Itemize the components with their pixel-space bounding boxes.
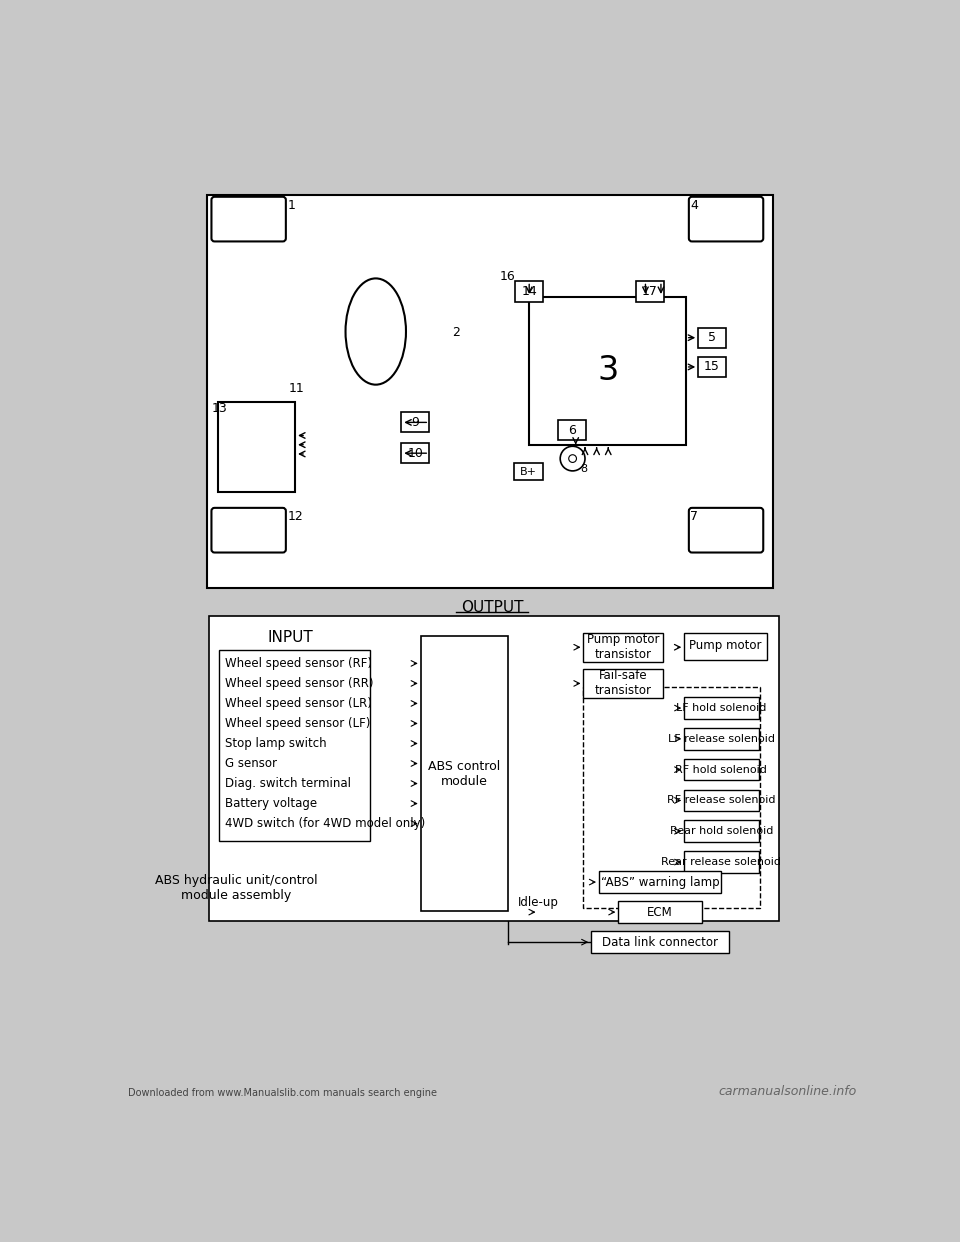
Text: 13: 13 [211,402,228,415]
Text: Pump motor: Pump motor [689,640,761,652]
Text: Wheel speed sensor (LR): Wheel speed sensor (LR) [225,697,372,710]
FancyBboxPatch shape [529,297,685,445]
FancyBboxPatch shape [584,687,760,908]
Text: 6: 6 [568,424,576,437]
FancyBboxPatch shape [636,282,664,302]
Text: LF hold solenoid: LF hold solenoid [676,703,767,713]
FancyBboxPatch shape [591,932,730,953]
Text: Wheel speed sensor (RF): Wheel speed sensor (RF) [225,657,372,669]
Ellipse shape [346,278,406,385]
FancyBboxPatch shape [401,443,429,463]
FancyBboxPatch shape [584,668,662,698]
Text: 8: 8 [581,465,588,474]
Text: “ABS” warning lamp: “ABS” warning lamp [601,876,719,888]
FancyBboxPatch shape [219,650,371,841]
Text: Downloaded from www.Manualslib.com manuals search engine: Downloaded from www.Manualslib.com manua… [128,1088,437,1098]
FancyBboxPatch shape [206,195,773,587]
FancyBboxPatch shape [209,616,779,920]
FancyBboxPatch shape [558,420,586,440]
Text: 2: 2 [452,327,460,339]
Text: 1: 1 [287,199,296,212]
FancyBboxPatch shape [684,821,759,842]
FancyBboxPatch shape [684,697,759,719]
Text: 16: 16 [500,270,516,283]
FancyBboxPatch shape [584,632,662,662]
Text: Rear hold solenoid: Rear hold solenoid [670,826,773,836]
Text: ABS hydraulic unit/control
module assembly: ABS hydraulic unit/control module assemb… [155,874,318,903]
Text: Fail-safe
transistor: Fail-safe transistor [594,669,652,698]
Text: 10: 10 [407,447,423,460]
Text: Wheel speed sensor (RR): Wheel speed sensor (RR) [225,677,373,689]
FancyBboxPatch shape [684,728,759,750]
Text: Idle-up: Idle-up [518,895,559,909]
FancyBboxPatch shape [689,508,763,553]
Text: RF hold solenoid: RF hold solenoid [676,765,767,775]
FancyBboxPatch shape [698,328,726,348]
Text: INPUT: INPUT [268,630,313,645]
Text: LF release solenoid: LF release solenoid [668,734,775,744]
Text: Diag. switch terminal: Diag. switch terminal [225,777,350,790]
FancyBboxPatch shape [684,851,759,873]
Text: Battery voltage: Battery voltage [225,797,317,810]
Text: OUTPUT: OUTPUT [461,600,523,616]
Text: 9: 9 [411,416,420,428]
Text: ABS control
module: ABS control module [428,760,500,789]
Text: 14: 14 [521,284,537,298]
FancyBboxPatch shape [218,401,295,493]
FancyBboxPatch shape [514,463,543,481]
FancyBboxPatch shape [211,196,286,241]
Text: 4: 4 [690,199,698,212]
FancyBboxPatch shape [684,759,759,780]
Text: G sensor: G sensor [225,758,276,770]
FancyBboxPatch shape [618,902,702,923]
Text: carmanualsonline.info: carmanualsonline.info [718,1084,856,1098]
Text: 15: 15 [705,360,720,374]
Text: 4WD switch (for 4WD model only): 4WD switch (for 4WD model only) [225,817,425,830]
FancyBboxPatch shape [420,636,508,912]
FancyBboxPatch shape [684,632,767,660]
Text: 11: 11 [289,383,304,395]
FancyBboxPatch shape [698,356,726,378]
Text: Rear release solenoid: Rear release solenoid [661,857,781,867]
Text: 17: 17 [642,284,658,298]
FancyBboxPatch shape [599,872,721,893]
Text: 3: 3 [598,354,619,388]
FancyBboxPatch shape [401,412,429,432]
Text: Data link connector: Data link connector [602,935,718,949]
FancyBboxPatch shape [516,282,543,302]
Text: B+: B+ [520,467,537,477]
Text: 5: 5 [708,332,716,344]
FancyBboxPatch shape [211,508,286,553]
Text: ECM: ECM [647,905,673,919]
Text: RF release solenoid: RF release solenoid [667,795,776,806]
Text: Pump motor
transistor: Pump motor transistor [587,633,660,661]
Text: Wheel speed sensor (LF): Wheel speed sensor (LF) [225,717,370,730]
Text: Stop lamp switch: Stop lamp switch [225,737,326,750]
FancyBboxPatch shape [684,790,759,811]
Text: 7: 7 [690,510,698,523]
Text: 12: 12 [287,510,303,523]
FancyBboxPatch shape [689,196,763,241]
